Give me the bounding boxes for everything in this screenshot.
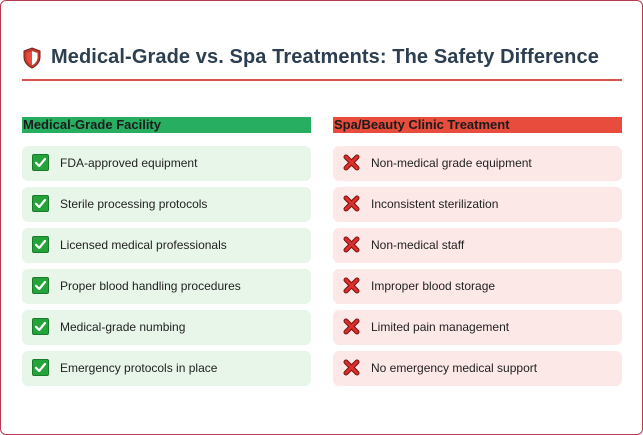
cross-icon: [343, 154, 360, 171]
medical-column: Medical-Grade Facility FDA-approved equi…: [22, 117, 311, 392]
cross-icon: [343, 277, 360, 294]
spa-heading: Spa/Beauty Clinic Treatment: [333, 117, 622, 133]
list-item: FDA-approved equipment: [22, 146, 311, 181]
list-item: Limited pain management: [333, 310, 622, 345]
item-label: Non-medical grade equipment: [371, 156, 532, 170]
check-icon: [32, 236, 49, 253]
medical-list: FDA-approved equipment Sterile processin…: [22, 146, 311, 386]
item-label: Limited pain management: [371, 320, 510, 334]
item-label: No emergency medical support: [371, 361, 538, 375]
medical-heading: Medical-Grade Facility: [22, 117, 311, 133]
item-label: Sterile processing protocols: [60, 197, 208, 211]
item-label: Non-medical staff: [371, 238, 465, 252]
cross-icon: [343, 318, 360, 335]
check-icon: [32, 195, 49, 212]
list-item: Improper blood storage: [333, 269, 622, 304]
page-title: Medical-Grade vs. Spa Treatments: The Sa…: [51, 46, 599, 68]
item-label: Inconsistent sterilization: [371, 197, 499, 211]
check-icon: [32, 359, 49, 376]
list-item: Medical-grade numbing: [22, 310, 311, 345]
list-item: No emergency medical support: [333, 351, 622, 386]
spa-list: Non-medical grade equipment Inconsistent…: [333, 146, 622, 386]
item-label: Medical-grade numbing: [60, 320, 186, 334]
cross-icon: [343, 236, 360, 253]
list-item: Emergency protocols in place: [22, 351, 311, 386]
header: Medical-Grade vs. Spa Treatments: The Sa…: [22, 43, 622, 81]
item-label: Licensed medical professionals: [60, 238, 227, 252]
item-label: FDA-approved equipment: [60, 156, 198, 170]
item-label: Emergency protocols in place: [60, 361, 218, 375]
list-item: Proper blood handling procedures: [22, 269, 311, 304]
list-item: Licensed medical professionals: [22, 228, 311, 263]
list-item: Inconsistent sterilization: [333, 187, 622, 222]
list-item: Sterile processing protocols: [22, 187, 311, 222]
cross-icon: [343, 359, 360, 376]
cross-icon: [343, 195, 360, 212]
spa-column: Spa/Beauty Clinic Treatment Non-medical …: [333, 117, 622, 392]
check-icon: [32, 277, 49, 294]
shield-icon: [22, 47, 42, 69]
check-icon: [32, 154, 49, 171]
item-label: Improper blood storage: [371, 279, 496, 293]
item-label: Proper blood handling procedures: [60, 279, 241, 293]
list-item: Non-medical staff: [333, 228, 622, 263]
check-icon: [32, 318, 49, 335]
list-item: Non-medical grade equipment: [333, 146, 622, 181]
